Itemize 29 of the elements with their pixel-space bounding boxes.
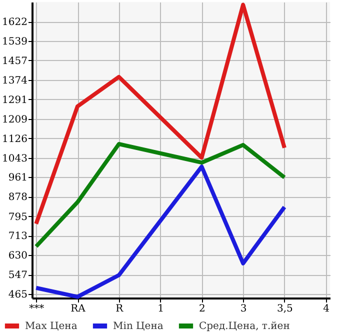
x-tick-label: 1 [158, 304, 164, 314]
legend-label: Max Цена [25, 321, 78, 332]
x-tick-label: RA [70, 304, 86, 314]
x-tick-label: 3 [240, 304, 247, 314]
y-tick-label: 878 [8, 192, 28, 204]
legend-label: Сред.Цена, т.йен [199, 321, 290, 332]
y-tick-label: 465 [8, 289, 28, 300]
line-series [34, 142, 286, 248]
x-tick-label: *** [29, 304, 44, 314]
x-tick-label: R [116, 304, 124, 314]
y-tick-label: 1291 [2, 94, 28, 106]
x-tick-label: 2 [199, 304, 206, 314]
x-tick-label: 4 [323, 304, 330, 314]
y-tick-label: 1126 [2, 134, 28, 145]
y-tick-label: 1209 [2, 114, 28, 126]
y-tick-label: 795 [8, 212, 28, 223]
x-tick-label: 3,5 [277, 304, 293, 314]
y-tick-label: 630 [8, 250, 28, 262]
y-tick-label: 961 [8, 172, 28, 184]
line-series [34, 164, 286, 299]
y-tick-label: 1622 [2, 17, 28, 28]
y-tick-label: 1457 [2, 56, 28, 67]
legend-label: Min Цена [113, 321, 164, 332]
y-tick-label: 1374 [2, 75, 28, 86]
y-tick-label: 1539 [2, 36, 28, 48]
y-tick-label: 713 [8, 231, 28, 242]
line-series [34, 2, 286, 226]
y-tick-label: 1043 [2, 153, 28, 164]
y-tick-label: 547 [8, 270, 28, 282]
